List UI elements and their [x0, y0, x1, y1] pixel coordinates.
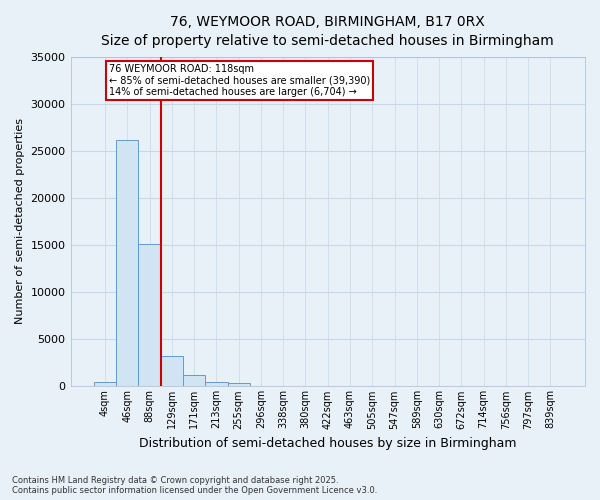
Bar: [116, 140, 139, 386]
Text: 76 WEYMOOR ROAD: 118sqm
← 85% of semi-detached houses are smaller (39,390)
14% o: 76 WEYMOOR ROAD: 118sqm ← 85% of semi-de…: [109, 64, 370, 98]
Title: 76, WEYMOOR ROAD, BIRMINGHAM, B17 0RX
Size of property relative to semi-detached: 76, WEYMOOR ROAD, BIRMINGHAM, B17 0RX Si…: [101, 15, 554, 48]
Bar: [94, 382, 116, 386]
X-axis label: Distribution of semi-detached houses by size in Birmingham: Distribution of semi-detached houses by …: [139, 437, 517, 450]
Text: Contains HM Land Registry data © Crown copyright and database right 2025.
Contai: Contains HM Land Registry data © Crown c…: [12, 476, 377, 495]
Y-axis label: Number of semi-detached properties: Number of semi-detached properties: [15, 118, 25, 324]
Bar: [161, 356, 183, 386]
Bar: [183, 375, 205, 386]
Bar: [139, 244, 161, 386]
Bar: [227, 383, 250, 386]
Bar: [205, 382, 227, 386]
